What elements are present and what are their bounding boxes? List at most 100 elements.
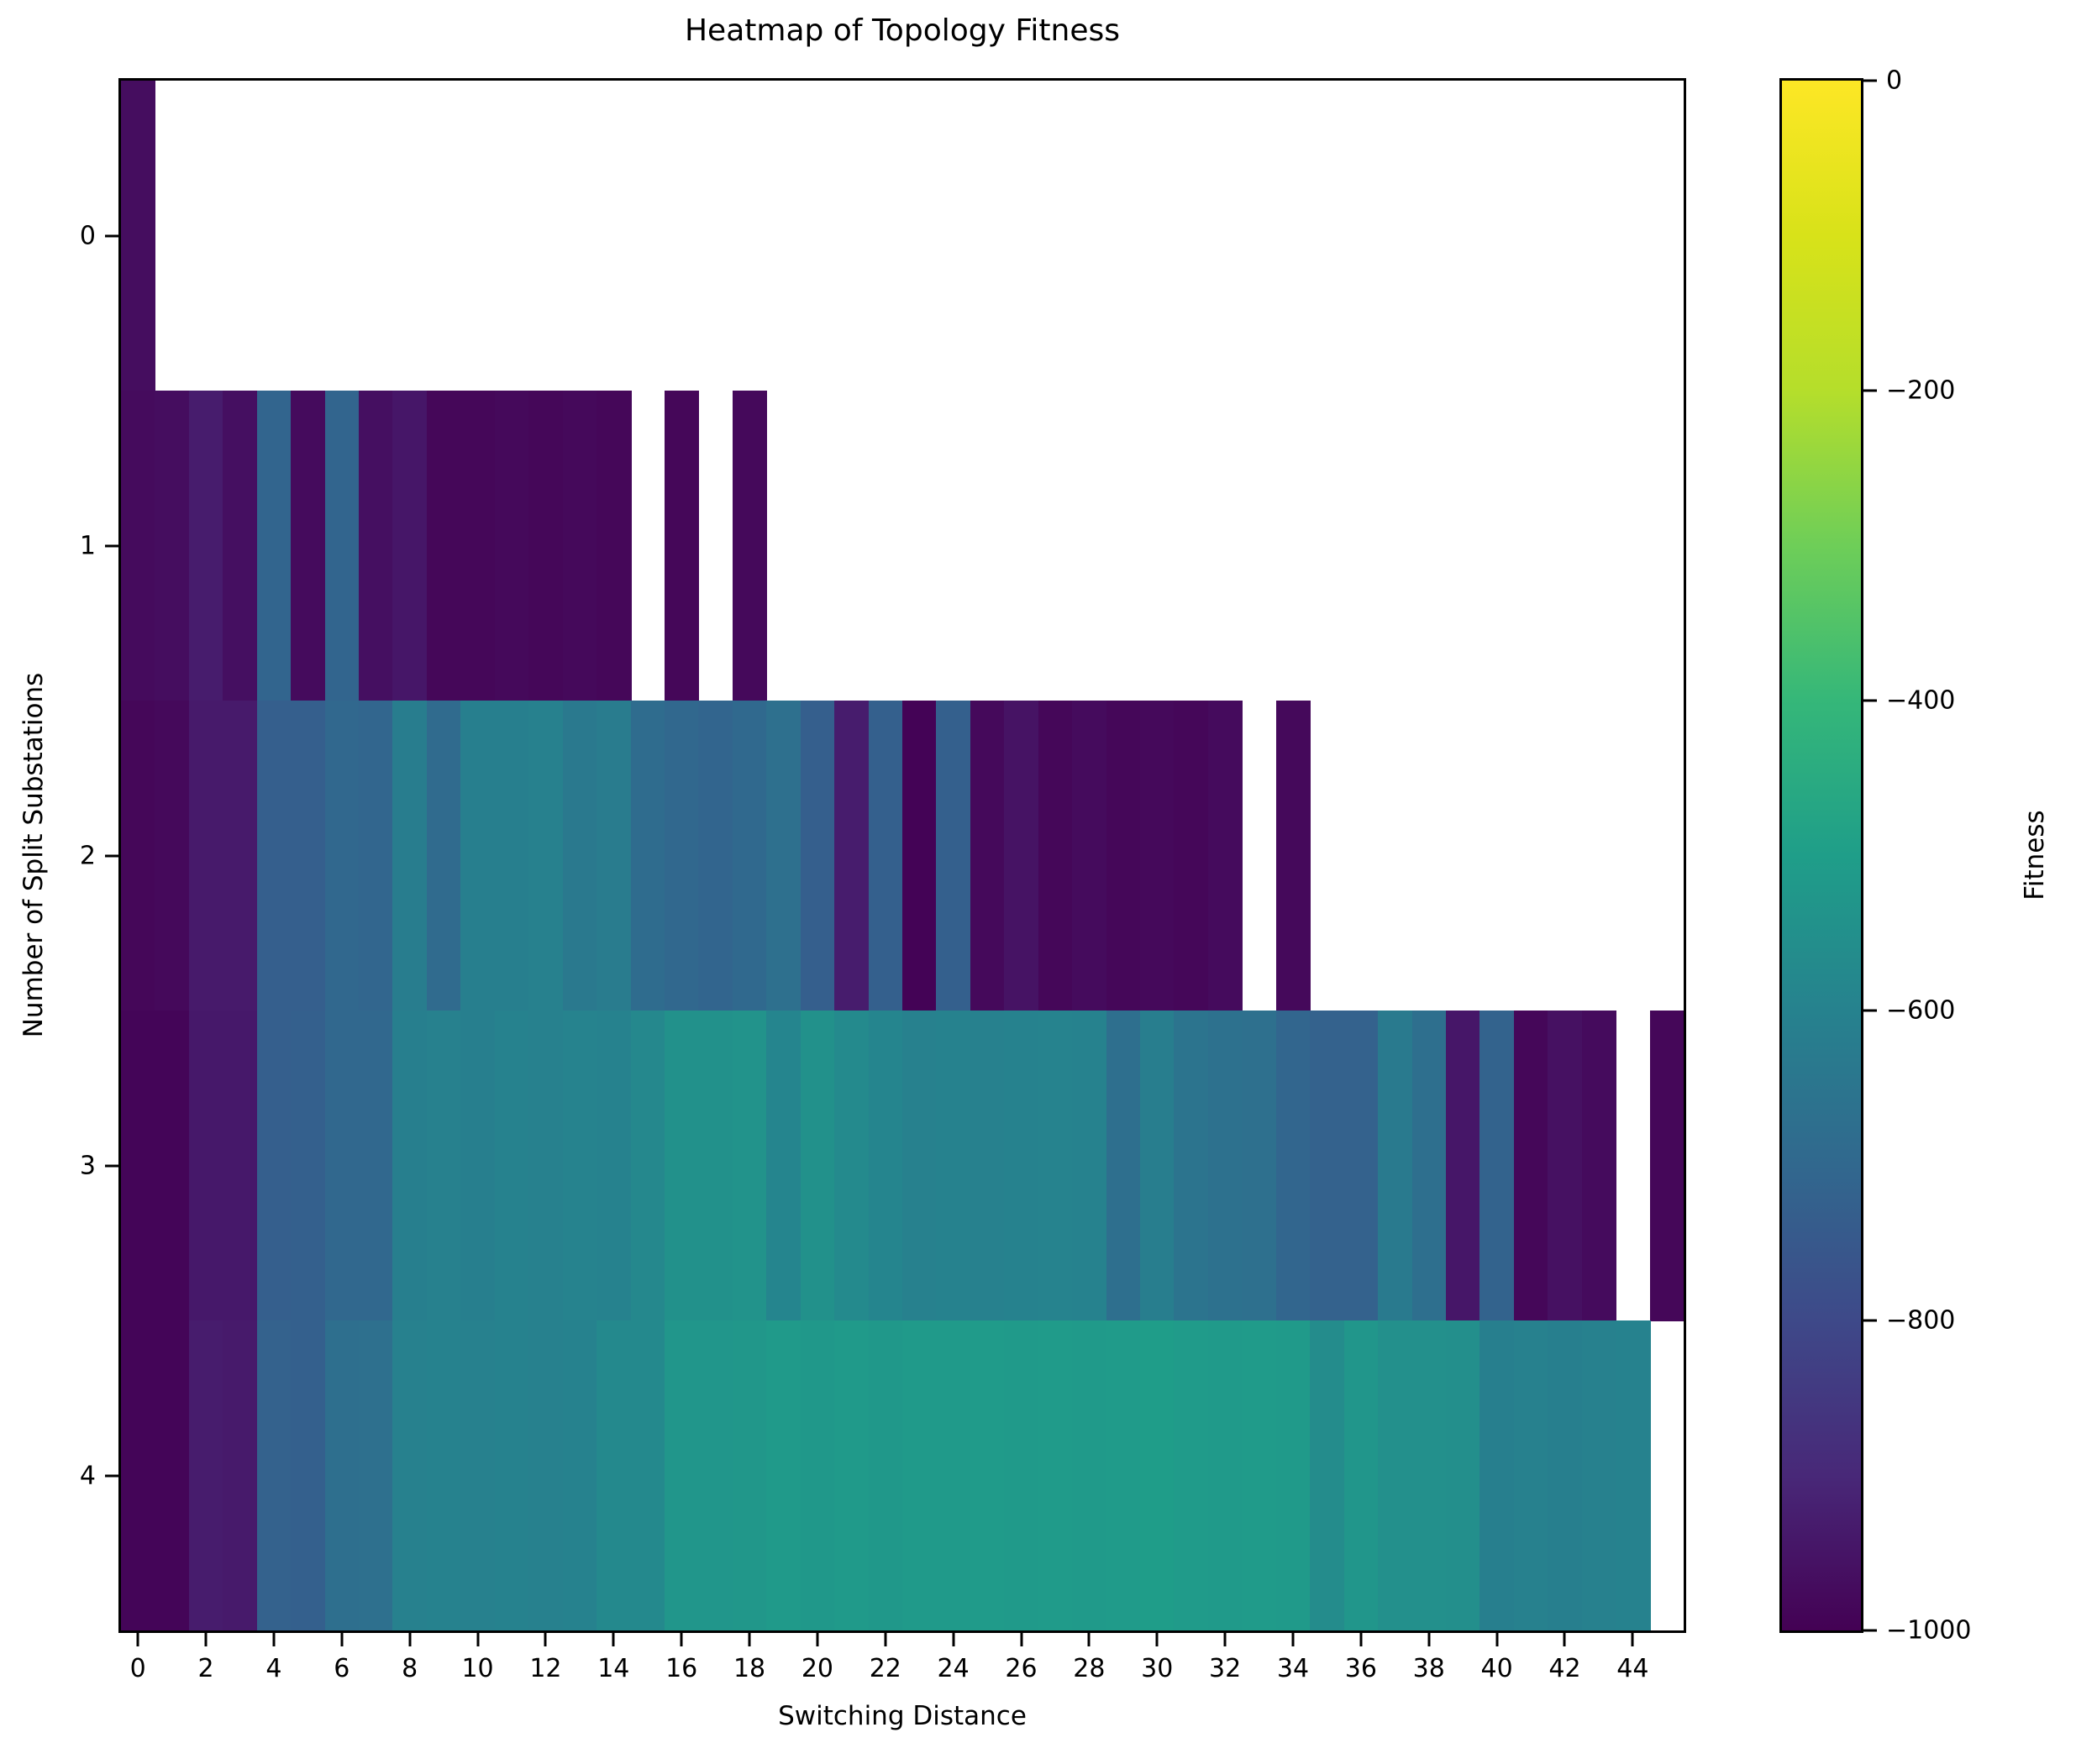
x-tick-label: 40 — [1480, 1654, 1513, 1683]
y-tick-label: 3 — [79, 1151, 96, 1180]
heatmap-cell — [766, 701, 801, 1011]
heatmap-cell — [1242, 1011, 1277, 1321]
x-tick-label: 20 — [801, 1654, 833, 1683]
y-tick-label: 4 — [79, 1461, 96, 1490]
heatmap-cell — [121, 391, 156, 701]
heatmap-cell — [936, 1011, 971, 1321]
heatmap-cell — [1207, 1320, 1243, 1631]
x-tick-label: 24 — [937, 1654, 970, 1683]
y-tick-mark — [105, 544, 118, 547]
x-tick-mark — [1631, 1633, 1634, 1646]
heatmap-cell — [698, 701, 733, 1011]
x-tick-label: 10 — [461, 1654, 494, 1683]
heatmap-cell — [426, 701, 462, 1011]
x-tick-mark — [1223, 1633, 1227, 1646]
colorbar-tick-mark — [1863, 79, 1877, 82]
heatmap-cell — [1275, 1320, 1311, 1631]
heatmap-cell — [291, 391, 326, 701]
heatmap-plot-area — [121, 81, 1684, 1631]
colorbar-tick-label: −800 — [1886, 1305, 1956, 1336]
heatmap-cell — [528, 701, 564, 1011]
heatmap-cell — [970, 701, 1006, 1011]
heatmap-cell — [562, 1320, 598, 1631]
x-tick-label: 8 — [402, 1654, 418, 1683]
heatmap-cell — [1140, 1011, 1175, 1321]
heatmap-cell — [1616, 1320, 1651, 1631]
heatmap-cell — [121, 81, 156, 391]
x-tick-label: 22 — [869, 1654, 901, 1683]
x-tick-mark — [612, 1633, 615, 1646]
heatmap-cell — [732, 701, 768, 1011]
heatmap-cell — [970, 1320, 1006, 1631]
heatmap-cell — [597, 1011, 632, 1321]
y-tick-mark — [105, 854, 118, 857]
heatmap-cell — [1072, 1011, 1107, 1321]
heatmap-cell — [392, 1320, 428, 1631]
heatmap-cell — [1343, 1320, 1380, 1631]
heatmap-cell — [800, 701, 836, 1011]
heatmap-cell — [698, 1320, 733, 1631]
colorbar-gradient — [1782, 81, 1861, 1630]
heatmap-cell — [528, 1011, 564, 1321]
heatmap-cell — [698, 1011, 733, 1321]
heatmap-cell — [902, 701, 938, 1011]
y-tick-label: 1 — [79, 531, 96, 560]
x-tick-label: 16 — [665, 1654, 698, 1683]
heatmap-cell — [902, 1320, 938, 1631]
heatmap-cell — [562, 1011, 598, 1321]
x-tick-label: 34 — [1276, 1654, 1310, 1683]
heatmap-cell — [597, 701, 632, 1011]
heatmap-cell — [936, 1320, 971, 1631]
heatmap-cell — [291, 701, 326, 1011]
heatmap-cell — [1174, 1320, 1209, 1631]
heatmap-cell — [1174, 1011, 1209, 1321]
heatmap-cell — [223, 391, 258, 701]
heatmap-cell — [223, 1011, 258, 1321]
heatmap-cell — [359, 701, 394, 1011]
heatmap-cell — [868, 701, 903, 1011]
heatmap-cell — [1207, 701, 1243, 1011]
heatmap-cell — [1513, 1320, 1549, 1631]
heatmap-cell — [494, 1320, 530, 1631]
heatmap-cell — [834, 701, 870, 1011]
heatmap-cell — [426, 391, 462, 701]
x-tick-mark — [1359, 1633, 1363, 1646]
heatmap-cell — [528, 391, 564, 701]
heatmap-cell — [460, 1011, 496, 1321]
x-tick-mark — [272, 1633, 276, 1646]
heatmap-cell — [868, 1320, 903, 1631]
heatmap-cell — [1174, 701, 1209, 1011]
heatmap-cell — [1548, 1011, 1583, 1321]
heatmap-cell — [324, 1011, 360, 1321]
x-tick-label: 0 — [129, 1654, 146, 1683]
heatmap-cell — [426, 1320, 462, 1631]
heatmap-cell — [324, 701, 360, 1011]
y-axis-label: Number of Split Substations — [18, 672, 49, 1038]
heatmap-cell — [732, 1320, 768, 1631]
heatmap-cell — [1004, 1320, 1039, 1631]
colorbar-tick-mark — [1863, 389, 1877, 392]
heatmap-cell — [1038, 1011, 1074, 1321]
x-tick-label: 32 — [1209, 1654, 1242, 1683]
heatmap-cell — [324, 391, 360, 701]
heatmap-cell — [664, 1011, 700, 1321]
x-tick-mark — [1087, 1633, 1091, 1646]
heatmap-cell — [630, 1011, 665, 1321]
heatmap-cell — [359, 1011, 394, 1321]
colorbar-tick-mark — [1863, 1009, 1877, 1012]
heatmap-cell — [562, 701, 598, 1011]
colorbar-tick-label: −600 — [1886, 995, 1956, 1026]
heatmap-cell — [902, 1011, 938, 1321]
heatmap-cell — [834, 1320, 870, 1631]
x-tick-mark — [1563, 1633, 1566, 1646]
heatmap-cell — [426, 1011, 462, 1321]
x-tick-label: 18 — [733, 1654, 766, 1683]
heatmap-cell — [460, 391, 496, 701]
x-tick-label: 30 — [1141, 1654, 1174, 1683]
y-tick-label: 0 — [79, 221, 96, 250]
heatmap-cell — [630, 701, 665, 1011]
x-tick-mark — [136, 1633, 139, 1646]
heatmap-cell — [188, 391, 224, 701]
y-tick-label: 2 — [79, 841, 96, 870]
